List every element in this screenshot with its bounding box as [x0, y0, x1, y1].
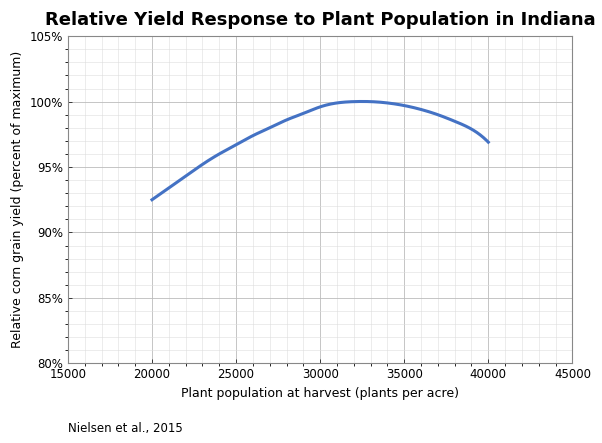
Y-axis label: Relative corn grain yield (percent of maximum): Relative corn grain yield (percent of ma…	[11, 51, 24, 348]
Title: Relative Yield Response to Plant Population in Indiana: Relative Yield Response to Plant Populat…	[45, 11, 595, 29]
Text: Nielsen et al., 2015: Nielsen et al., 2015	[68, 422, 182, 435]
X-axis label: Plant population at harvest (plants per acre): Plant population at harvest (plants per …	[181, 387, 459, 400]
